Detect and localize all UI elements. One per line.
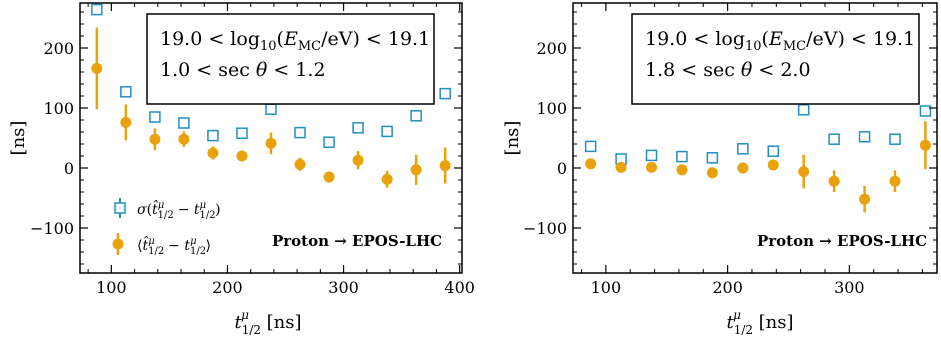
left-sigma-point-6: [236, 127, 248, 139]
legend-sigma-label: σ(t̂1/2μ − t1/2μ): [137, 199, 221, 221]
legend-mean-label: ⟨t̂1/2μ − t1/2μ ⟩: [137, 235, 211, 257]
right-data-layer: [584, 104, 932, 213]
left-sigma-point-1: [91, 3, 103, 16]
legend-sigma-marker: [114, 202, 126, 214]
right-y-tick-label: 0: [557, 159, 567, 178]
right-mean-point-9: [828, 175, 840, 187]
left-sigma-point-2: [120, 86, 132, 98]
left-mean-point-13: [439, 160, 451, 172]
right-sigma-point-8: [797, 104, 810, 116]
right-x-axis-label: t1/2μ [ns]: [727, 308, 794, 337]
left-sigma-point-5: [207, 129, 219, 142]
right-x-tick-label: 100: [591, 278, 622, 297]
right-panel: [ns] t1/2μ [ns] 19.0 < log10(EMC/eV) < 1…: [502, 2, 938, 337]
right-mean-point-8: [798, 166, 810, 178]
right-mean-point-2: [615, 161, 627, 173]
right-x-tick-label: 300: [834, 278, 865, 297]
right-sigma-point-5: [706, 152, 719, 164]
right-mean-point-1: [585, 158, 597, 170]
right-sigma-point-11: [889, 133, 901, 145]
left-sigma-point-10: [352, 122, 364, 134]
left-sigma-point-8: [294, 126, 306, 139]
left-x-tick-label: 200: [212, 278, 243, 297]
right-annotation-line1: 19.0 < log10(EMC/eV) < 19.1: [645, 28, 915, 54]
left-mean-point-3: [149, 133, 161, 145]
right-annotation-box: [631, 13, 920, 105]
left-mean-point-4: [178, 133, 190, 145]
left-annotation-line2: 1.0 < sec θ < 1.2: [160, 59, 326, 81]
left-mean-point-8: [294, 158, 306, 170]
left-y-axis-label: [ns]: [8, 121, 29, 156]
right-sigma-point-10: [858, 131, 871, 143]
left-mean-point-9: [323, 171, 335, 183]
right-sigma-point-9: [828, 133, 840, 145]
right-bold-label: Proton → EPOS-LHC: [757, 232, 927, 250]
right-y-tick-label: 100: [536, 99, 567, 118]
left-sigma-point-4: [178, 117, 190, 129]
left-y-tick-label: 200: [43, 39, 74, 58]
left-mean-point-6: [236, 150, 248, 162]
right-mean-point-7: [767, 159, 779, 171]
right-axes-frame: [572, 2, 938, 274]
right-y-tick-label: −100: [523, 219, 567, 238]
left-mean-point-5: [207, 147, 219, 159]
left-sigma-point-11: [381, 125, 393, 138]
left-mean-point-10: [352, 154, 364, 166]
left-annotation-box: [146, 13, 435, 105]
left-y-tick-label: −100: [30, 219, 74, 238]
left-x-tick-label: 100: [96, 278, 127, 297]
right-annotation-line2: 1.8 < sec θ < 2.0: [645, 59, 811, 81]
left-panel: [ns] t1/2μ [ns] 19.0 < log10(EMC/eV) < 1…: [8, 2, 475, 337]
left-x-axis-label: t1/2μ [ns]: [235, 308, 302, 337]
right-sigma-point-1: [584, 140, 597, 153]
left-sigma-point-3: [149, 111, 161, 123]
left-sigma-point-9: [323, 136, 335, 148]
left-y-tick-label: 100: [43, 99, 74, 118]
legend: σ(t̂1/2μ − t1/2μ) ⟨t̂1/2μ − t1/2μ ⟩: [112, 198, 221, 257]
left-sigma-point-7: [265, 103, 277, 115]
left-data-layer: [91, 3, 451, 188]
legend-mean-marker: [112, 238, 124, 250]
right-mean-point-6: [737, 162, 749, 174]
right-sigma-point-7: [767, 145, 780, 157]
right-y-axis-label: [ns]: [502, 121, 523, 156]
left-sigma-point-13: [439, 87, 451, 100]
left-annotation-line1: 19.0 < log10(EMC/eV) < 19.1: [160, 28, 430, 54]
right-sigma-point-3: [645, 149, 658, 162]
left-x-tick-label: 300: [328, 278, 359, 297]
right-mean-point-12: [919, 139, 931, 151]
right-y-tick-label: 200: [536, 39, 567, 58]
right-sigma-point-6: [737, 143, 749, 155]
right-mean-point-4: [676, 164, 688, 176]
left-mean-point-1: [91, 62, 103, 74]
left-mean-point-11: [381, 173, 393, 185]
right-mean-point-5: [706, 167, 718, 179]
right-sigma-point-4: [676, 150, 688, 163]
right-sigma-point-12: [919, 105, 932, 117]
left-mean-point-2: [120, 116, 132, 128]
left-mean-point-12: [410, 164, 422, 176]
right-x-tick-label: 200: [712, 278, 743, 297]
right-mean-point-10: [859, 193, 871, 205]
left-y-tick-label: 0: [64, 159, 74, 178]
left-x-tick-label: 400: [444, 278, 475, 297]
left-sigma-point-12: [410, 110, 422, 122]
right-mean-point-11: [889, 175, 901, 187]
left-bold-label: Proton → EPOS-LHC: [272, 232, 442, 250]
right-mean-point-3: [646, 161, 658, 173]
left-axes-frame: [79, 2, 463, 274]
left-mean-point-7: [265, 137, 277, 149]
